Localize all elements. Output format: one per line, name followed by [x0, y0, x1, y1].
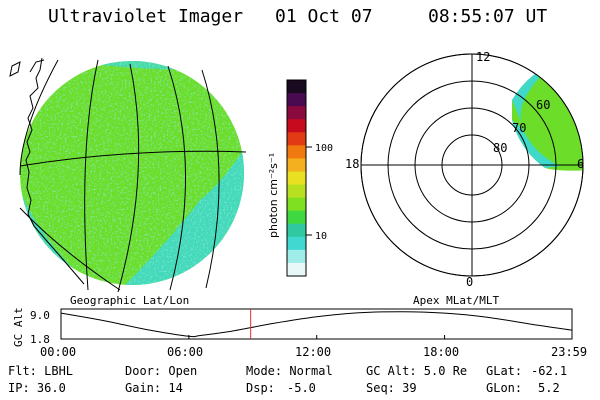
orbit-xtick-label-2: 12:00	[295, 345, 332, 359]
polar-lat-80: 80	[493, 141, 507, 155]
colorbar-segment	[287, 93, 306, 107]
geo-panel-label: Geographic Lat/Lon	[70, 294, 189, 307]
colorbar-segment	[287, 80, 306, 94]
geo-coastline	[25, 57, 85, 285]
colorbar-frame	[286, 79, 307, 277]
polar-mlt-6: 6	[577, 157, 584, 171]
polar-panel-label: Apex MLat/MLT	[413, 294, 499, 307]
polar-cyan-edge-2	[512, 120, 560, 168]
polar-mlt-12: 12	[476, 50, 490, 64]
colorbar-ticklabel-100: 100	[315, 143, 333, 154]
info-glon-label: GLon:	[486, 381, 523, 395]
colorbar: 100 10 photon cm⁻²s⁻¹	[267, 79, 333, 277]
info-gain: Gain: 14	[125, 381, 183, 395]
info-seq: Seq: 39	[366, 381, 417, 395]
orbit-xtick-label-4: 23:59	[551, 345, 588, 359]
geo-meridian-3	[117, 63, 140, 293]
polar-mlt-0: 0	[466, 275, 473, 289]
colorbar-segment	[287, 210, 306, 225]
geo-parallel	[19, 150, 247, 167]
colorbar-ticklabel-10: 10	[315, 231, 327, 242]
geo-meridian-1	[19, 59, 59, 176]
info-dsp-label: Dsp:	[246, 381, 275, 395]
info-gc-alt: GC Alt: 5.0 Re	[366, 364, 468, 378]
polar-lat-70: 70	[512, 121, 526, 135]
colorbar-segment	[287, 249, 306, 264]
geo-meridian-4	[167, 65, 186, 291]
colorbar-segment	[287, 236, 306, 251]
orbit-ylabel: GC Alt	[12, 307, 25, 347]
polar-panel: 12 18 0 6 60 70 80	[345, 50, 584, 289]
geo-island	[9, 61, 21, 77]
polar-lat-60: 60	[536, 98, 550, 112]
info-glat-label: GLat:	[486, 364, 523, 378]
colorbar-segment	[287, 158, 306, 173]
colorbar-segment	[287, 171, 306, 186]
colorbar-segment	[287, 119, 306, 133]
polar-mlt-18: 18	[345, 157, 359, 171]
colorbar-gradient	[287, 80, 306, 277]
colorbar-segment	[287, 106, 306, 120]
info-glon-value: 5.2	[538, 381, 560, 395]
time-label: 08:55:07 UT	[428, 6, 548, 27]
info-door: Door: Open	[125, 364, 198, 378]
colorbar-segment	[287, 132, 306, 146]
orbit-xtick-label-0: 00:00	[40, 345, 77, 359]
colorbar-segment	[287, 145, 306, 159]
info-glat-value: -62.1	[531, 364, 568, 378]
orbit-xtick-label-3: 18:00	[423, 345, 460, 359]
instrument-title: Ultraviolet Imager	[48, 6, 244, 27]
colorbar-label: photon cm⁻²s⁻¹	[267, 153, 280, 238]
geo-meridian-2	[84, 59, 99, 291]
orbit-altitude-line	[60, 311, 573, 338]
geo-panel	[9, 57, 247, 293]
colorbar-segment	[287, 223, 306, 238]
geo-coast-north	[29, 59, 45, 73]
orbit-plot: GC Alt 9.0 1.8	[12, 307, 573, 347]
colorbar-segment	[287, 197, 306, 212]
colorbar-segment	[287, 262, 306, 277]
geo-speckle	[20, 61, 244, 285]
orbit-ytick-min: 1.8	[30, 333, 50, 346]
orbit-ytick-max: 9.0	[30, 309, 50, 322]
info-filter: Flt: LBHL	[8, 364, 74, 378]
info-dsp-value: -5.0	[287, 381, 316, 395]
orbit-plot-frame	[60, 308, 573, 340]
orbit-xticks	[60, 335, 573, 339]
colorbar-segment	[287, 184, 306, 199]
orbit-xtick-label-1: 06:00	[167, 345, 204, 359]
info-ip: IP: 36.0	[8, 381, 66, 395]
info-mode: Mode: Normal	[246, 364, 333, 378]
geo-parallel-2	[19, 207, 121, 291]
geo-meridian-5	[201, 69, 220, 289]
date-label: 01 Oct 07	[275, 6, 373, 27]
